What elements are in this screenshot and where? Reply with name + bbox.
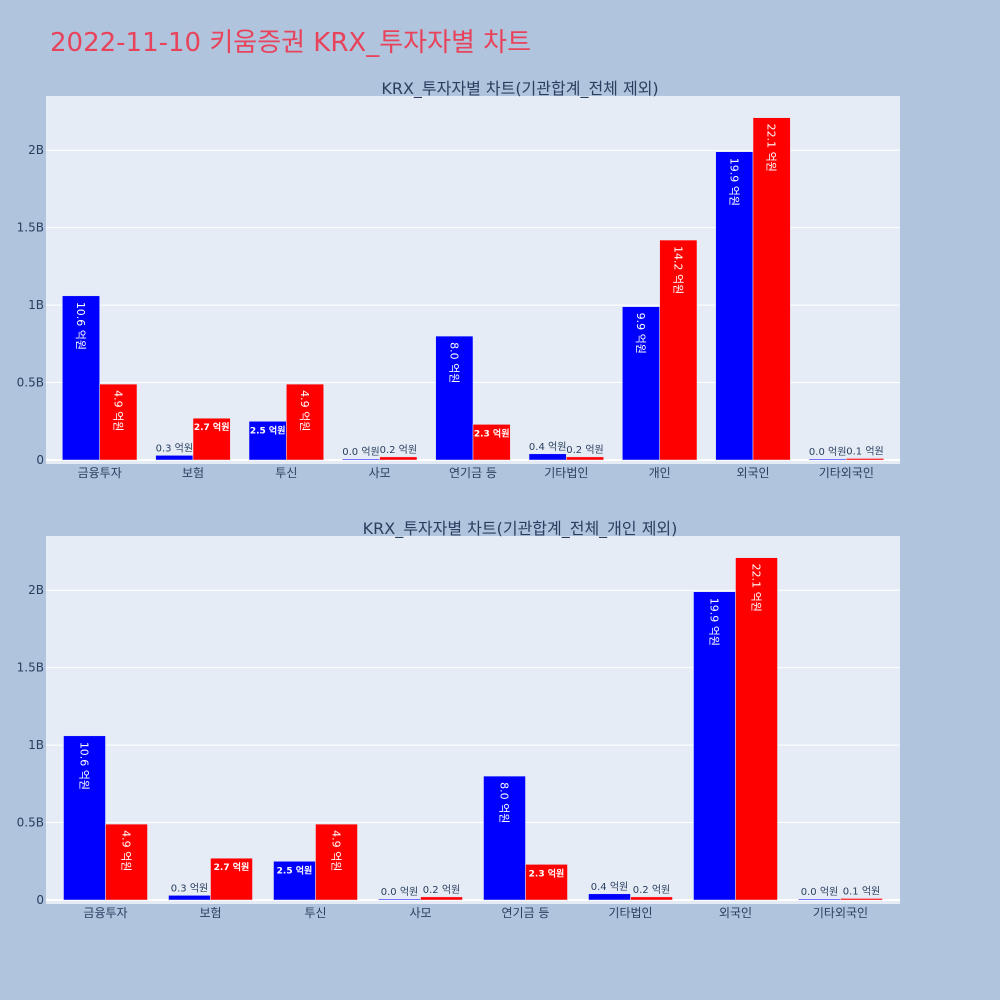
bar	[192, 417, 231, 461]
x-tick-label: 개인	[649, 466, 671, 480]
chart-subtitle: KRX_투자자별 차트(기관합계_전체_개인 제외)	[363, 519, 678, 539]
x-tick-label: 투신	[275, 466, 297, 480]
bar-data-label: 8.0 억원	[447, 342, 460, 383]
x-tick-label: 투신	[304, 906, 326, 920]
x-tick-label: 연기금 등	[449, 466, 497, 480]
bar	[210, 857, 253, 901]
y-tick-label: 0	[36, 893, 44, 907]
y-tick-label: 1B	[28, 738, 44, 752]
bar	[248, 421, 287, 461]
bar-data-label: 19.9 억원	[708, 598, 721, 646]
bar-data-label: 2.5 억원	[250, 424, 286, 436]
bar-data-label: 2.5 억원	[277, 864, 313, 876]
bar-data-label: 2.3 억원	[529, 867, 565, 879]
bar	[566, 456, 604, 461]
y-tick-label: 0.5B	[17, 816, 44, 830]
bar-data-label: 4.9 억원	[330, 830, 343, 871]
bar	[659, 239, 698, 461]
chart-subtitle: KRX_투자자별 차트(기관합계_전체 제외)	[381, 79, 658, 99]
x-tick-label: 보험	[182, 466, 204, 480]
x-tick-label: 외국인	[719, 906, 752, 920]
bar	[342, 458, 380, 461]
y-tick-label: 0.5B	[17, 376, 44, 390]
bar-data-label: 19.9 억원	[727, 158, 740, 206]
bar	[168, 895, 211, 901]
bar-data-label: 4.9 억원	[298, 390, 311, 431]
bar	[286, 383, 324, 461]
bar	[735, 557, 778, 901]
bar-data-label: 0.1 억원	[843, 885, 880, 897]
bar-data-label: 0.2 억원	[566, 444, 603, 456]
bar-data-label: 4.9 억원	[111, 390, 124, 431]
chart-2: 0 0.5B 1B 1.5B 2B KRX_투자자별 차트(기관합계_전체_개인 제외) 금…	[17, 519, 900, 920]
bar-data-label: 0.4 억원	[591, 881, 628, 893]
bar-data-label: 0.3 억원	[156, 442, 193, 454]
bar-data-label: 0.0 억원	[809, 446, 846, 458]
bar-data-label: 22.1 억원	[750, 564, 763, 612]
bar	[99, 383, 138, 461]
chart-1: 0 0.5B 1B 1.5B 2B KRX_투자자별 차트(기관합계_전체 제외) 금융투자…	[17, 79, 900, 480]
bar	[483, 775, 526, 901]
x-tick-label: 기타외국인	[819, 466, 874, 480]
bar-data-label: 0.0 억원	[342, 446, 379, 458]
x-tick-label: 외국인	[736, 466, 769, 480]
bar	[588, 893, 631, 901]
bar-data-label: 14.2 억원	[671, 246, 684, 294]
bar-data-label: 0.0 억원	[801, 886, 838, 898]
y-tick-label: 2B	[28, 143, 44, 157]
bar	[155, 455, 194, 461]
bar	[378, 898, 421, 901]
bar-data-label: 0.2 억원	[423, 884, 460, 896]
bar	[62, 295, 100, 461]
bar	[528, 453, 567, 461]
bar	[846, 458, 884, 461]
bar	[752, 117, 791, 461]
page-title: 2022-11-10 키움증권 KRX_투자자별 차트	[50, 28, 532, 58]
bar-data-label: 4.9 억원	[120, 830, 133, 871]
bar	[798, 898, 841, 901]
x-tick-label: 사모	[409, 906, 431, 920]
y-tick-label: 2B	[28, 583, 44, 597]
bar-data-label: 2.7 억원	[214, 861, 250, 873]
bar-data-label: 2.3 억원	[474, 427, 510, 439]
x-tick-label: 금융투자	[78, 466, 122, 480]
x-tick-label: 금융투자	[83, 906, 127, 920]
bar-data-label: 2.7 억원	[194, 421, 230, 433]
bar-data-label: 0.2 억원	[633, 884, 670, 896]
bar-data-label: 0.1 억원	[846, 445, 883, 457]
x-tick-label: 연기금 등	[502, 906, 550, 920]
bar-data-label: 0.0 억원	[381, 886, 418, 898]
bar	[630, 896, 673, 901]
bar	[808, 458, 847, 461]
bar-data-label: 0.4 억원	[529, 441, 566, 453]
bar-data-label: 22.1 억원	[765, 124, 778, 172]
bar	[420, 896, 463, 901]
bar	[715, 151, 754, 461]
bar	[435, 335, 474, 461]
x-tick-label: 기타법인	[608, 906, 652, 920]
x-tick-label: 보험	[199, 906, 221, 920]
bar-data-label: 10.6 억원	[74, 302, 87, 350]
y-tick-label: 1.5B	[17, 221, 44, 235]
x-tick-label: 기타외국인	[813, 906, 868, 920]
y-tick-label: 1.5B	[17, 661, 44, 675]
y-tick-label: 0	[36, 453, 44, 467]
bar-data-label: 10.6 억원	[78, 742, 91, 790]
y-tick-label: 1B	[28, 298, 44, 312]
bar-data-label: 0.2 억원	[380, 444, 417, 456]
bar	[840, 898, 883, 901]
x-tick-label: 사모	[369, 466, 391, 480]
x-tick-label: 기타법인	[544, 466, 588, 480]
bar	[315, 823, 358, 901]
bar-data-label: 8.0 억원	[498, 782, 511, 823]
bar	[525, 864, 568, 901]
bar	[273, 861, 316, 901]
bar	[105, 823, 148, 901]
bar	[63, 735, 106, 901]
bar	[379, 456, 418, 461]
bar-data-label: 9.9 억원	[634, 313, 647, 354]
bar	[472, 424, 511, 461]
bar-data-label: 0.3 억원	[171, 882, 208, 894]
